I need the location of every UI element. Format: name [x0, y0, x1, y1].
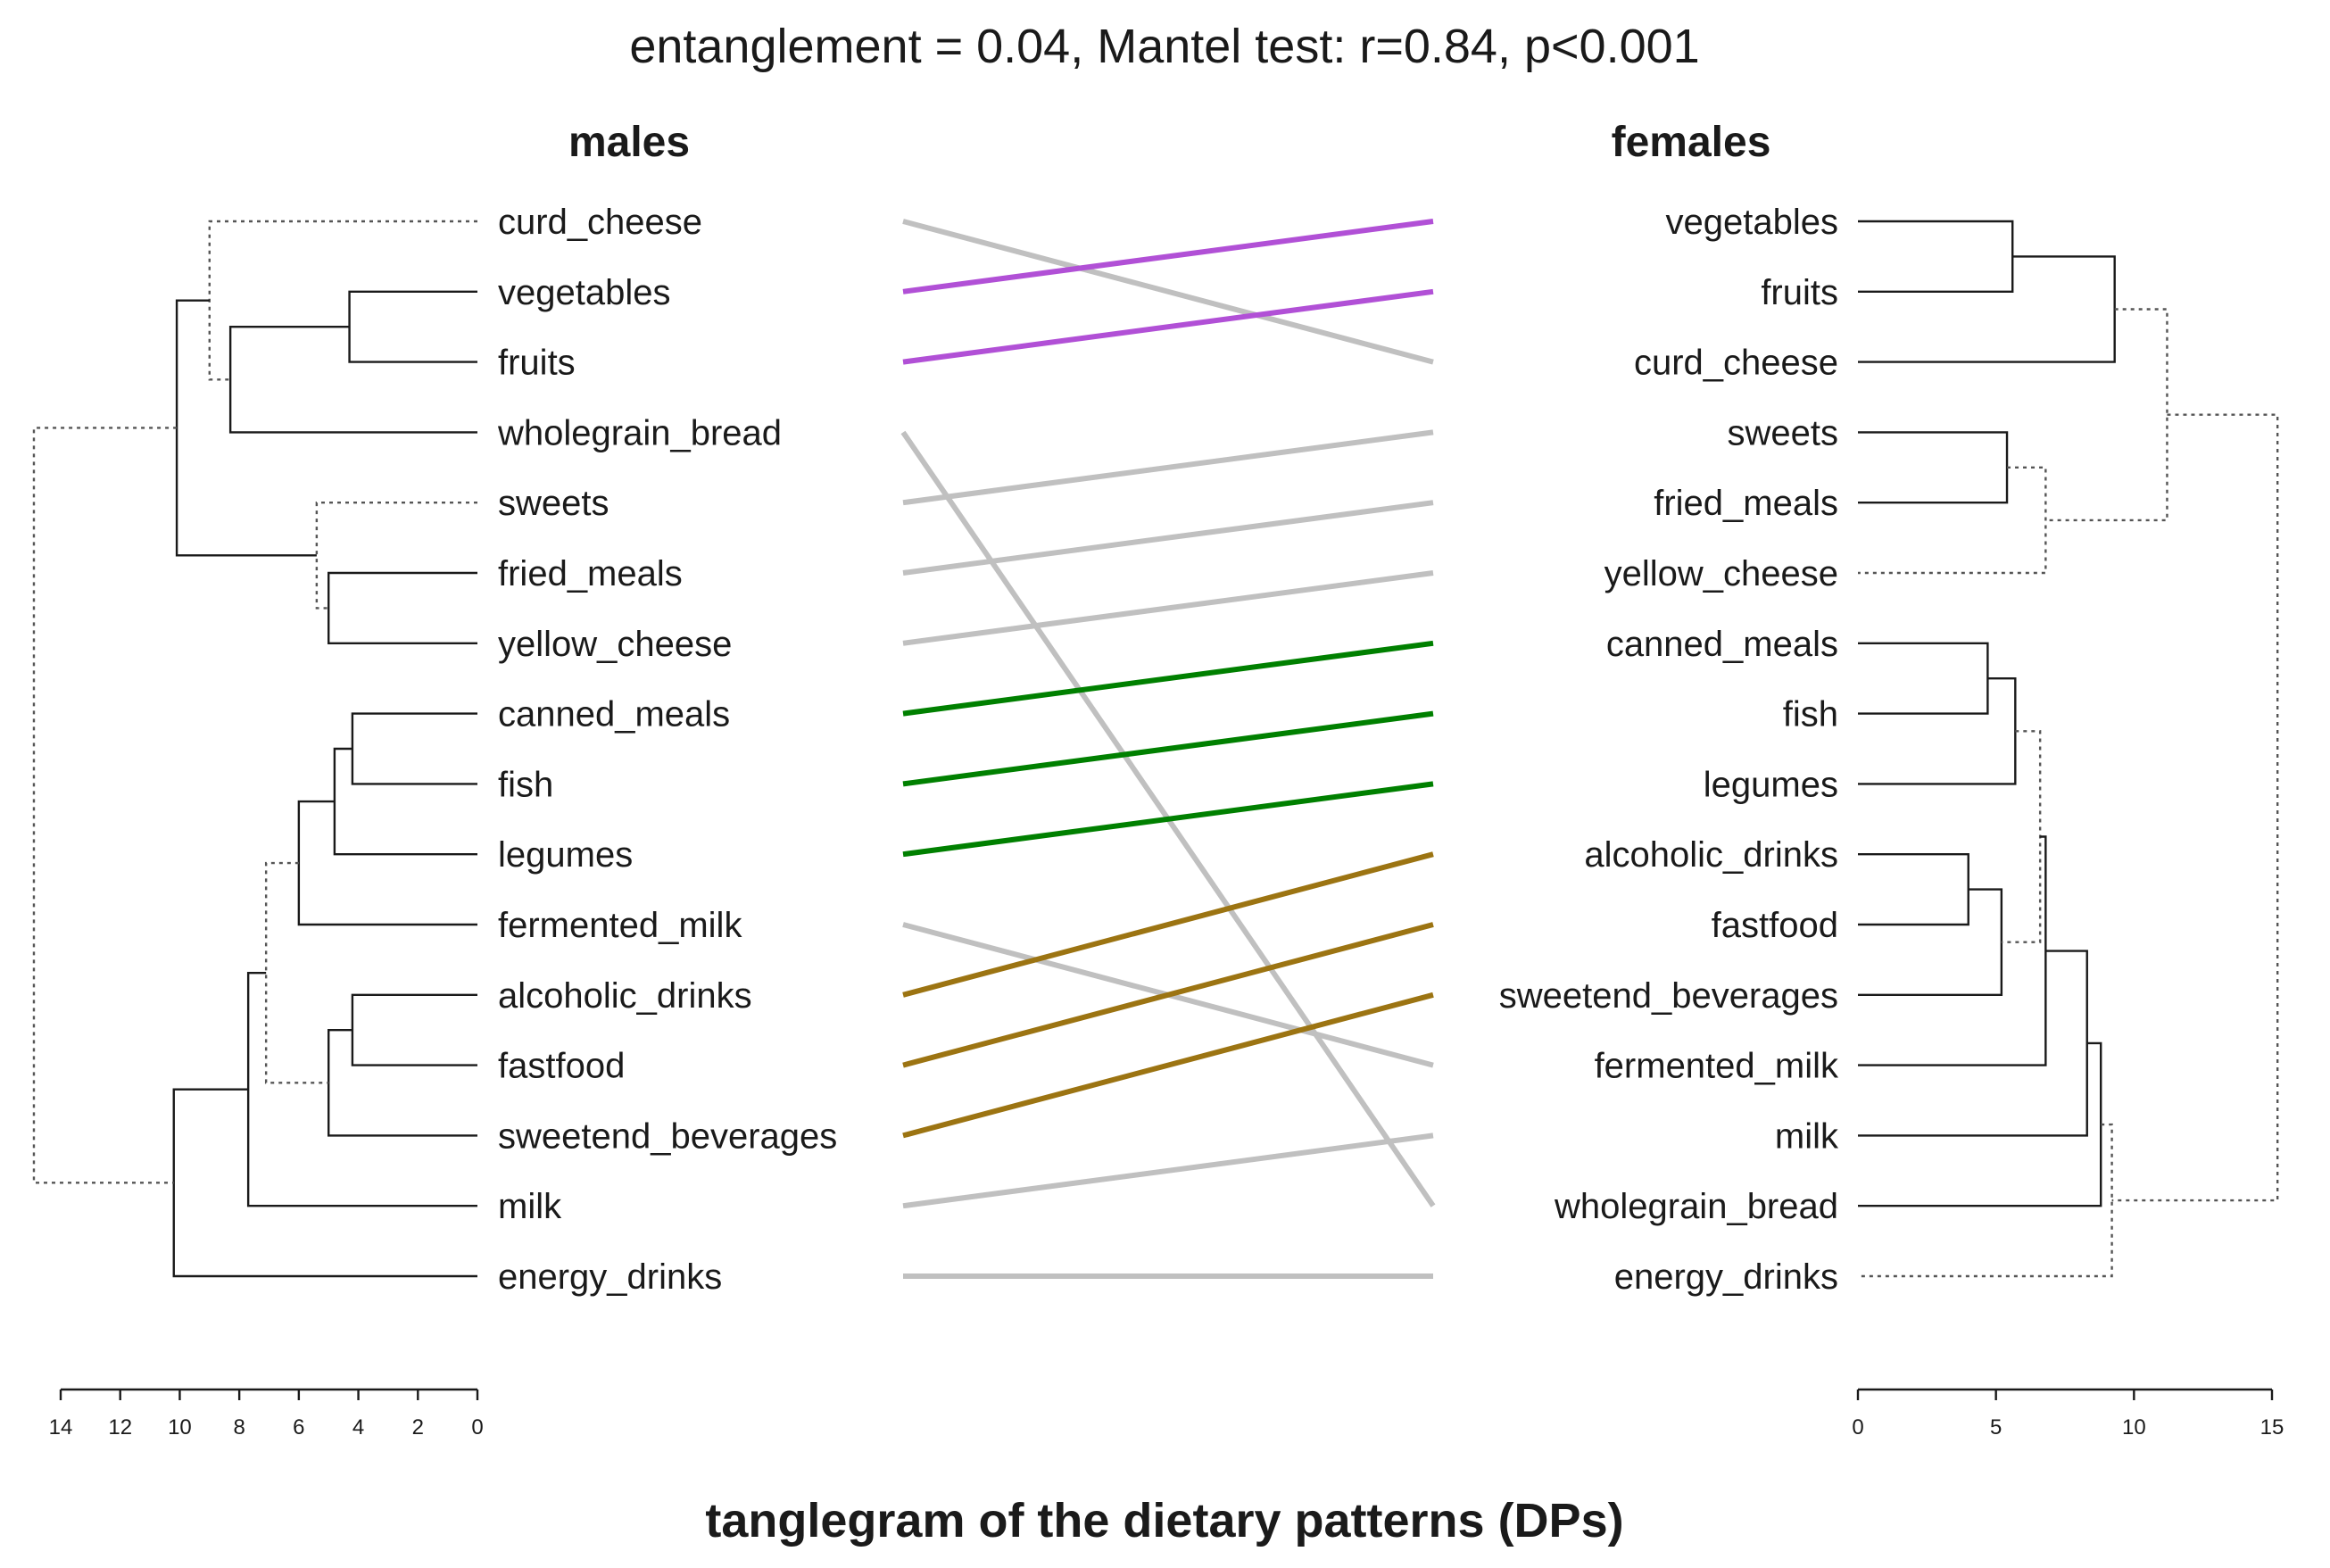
connector-fruits — [902, 288, 1434, 365]
males-leaf-label: wholegrain_bread — [497, 413, 782, 452]
connector-sweetend_beverages — [902, 991, 1434, 1139]
females-branch-f12 — [1858, 950, 2088, 1137]
connector-canned_meals — [902, 640, 1434, 717]
males-leaf-label: fish — [498, 765, 553, 804]
females-leaf-label: yellow_cheese — [1604, 554, 1838, 593]
males-leaf-label: energy_drinks — [498, 1257, 722, 1297]
females-leaf-label: curd_cheese — [1634, 344, 1838, 383]
females-leaf-label: fermented_milk — [1595, 1047, 1839, 1086]
females-leaf-label: fried_meals — [1654, 484, 1838, 523]
females-branch-f6 — [1858, 642, 1989, 715]
males-axis-tick-label: 4 — [352, 1415, 364, 1439]
males-dendrogram — [32, 220, 477, 1278]
females-branch-f1 — [1858, 220, 2014, 293]
females-branch-f4 — [1858, 466, 2047, 575]
males-leaf-label: fried_meals — [498, 554, 683, 593]
males-height-axis: 14 12 10 8 6 4 2 0 — [49, 1388, 484, 1439]
females-branch-f10 — [2001, 730, 2042, 943]
males-leaf-label: canned_meals — [498, 695, 730, 734]
females-leaf-label: fruits — [1761, 273, 1838, 312]
males-branch-m4 — [328, 571, 477, 644]
x-axis-label: tanglegram of the dietary patterns (DPs) — [705, 1494, 1623, 1547]
connector-milk — [902, 1132, 1434, 1209]
males-axis-tick-label: 6 — [293, 1415, 304, 1439]
males-axis-tick-label: 14 — [49, 1415, 73, 1439]
connector-sweets — [902, 429, 1434, 506]
males-branch-m9 — [297, 800, 477, 926]
chart-title: entanglement = 0.04, Mantel test: r=0.84… — [629, 20, 1699, 73]
females-axis-tick-label: 10 — [2122, 1415, 2146, 1439]
females-branch-f13 — [1858, 1041, 2102, 1207]
males-leaf-label: fermented_milk — [498, 906, 742, 945]
females-axis-tick-label: 0 — [1852, 1415, 1863, 1439]
males-branch-m14 — [172, 1088, 477, 1278]
females-leaf-label: sweets — [1728, 413, 1839, 452]
females-leaf-label: sweetend_beverages — [1499, 976, 1838, 1016]
females-leaf-label: wholegrain_bread — [1554, 1187, 1838, 1226]
males-branch-m10 — [351, 993, 477, 1066]
males-branch-m13 — [246, 971, 477, 1207]
females-leaf-label: alcoholic_drinks — [1584, 835, 1838, 875]
males-leaf-label: fastfood — [498, 1047, 625, 1086]
females-leaf-label: vegetables — [1666, 203, 1838, 242]
connector-fastfood — [902, 922, 1434, 1068]
males-axis-tick-label: 0 — [471, 1415, 483, 1439]
males-leaf-label: vegetables — [498, 273, 670, 312]
males-axis-tick-label: 12 — [108, 1415, 132, 1439]
males-leaf-label: curd_cheese — [498, 203, 702, 242]
males-leaf-label: legumes — [498, 835, 633, 875]
females-dendrogram-title: females — [1612, 119, 1771, 166]
males-leaf-label: milk — [498, 1187, 562, 1226]
males-branch-m1 — [348, 290, 477, 363]
females-leaf-label: canned_meals — [1606, 625, 1838, 664]
males-leaf-labels: curd_cheese vegetables fruits wholegrain_br… — [497, 203, 837, 1297]
males-leaf-label: fruits — [498, 344, 576, 383]
females-leaf-label: legumes — [1704, 765, 1838, 804]
females-branch-f7 — [1858, 677, 2017, 785]
connector-alcoholic_drinks — [902, 851, 1434, 998]
males-branch-m5 — [315, 502, 477, 610]
males-leaf-label: yellow_cheese — [498, 625, 732, 664]
males-leaf-label: alcoholic_drinks — [498, 976, 752, 1016]
females-branch-f8 — [1858, 853, 1969, 926]
females-axis-tick-label: 15 — [2260, 1415, 2284, 1439]
males-axis-tick-label: 10 — [168, 1415, 192, 1439]
females-leaf-label: milk — [1775, 1116, 1839, 1156]
females-branch-f14 — [1858, 1123, 2113, 1278]
males-branch-m7 — [351, 712, 477, 785]
connector-fish — [902, 710, 1434, 787]
connector-curd_cheese — [902, 219, 1434, 365]
connector-vegetables — [902, 219, 1434, 295]
males-branch-m8 — [333, 747, 477, 856]
females-branch-f11 — [1858, 835, 2047, 1066]
males-branch-m6 — [175, 299, 317, 557]
connector-fried_meals — [902, 500, 1434, 576]
males-dendrogram-title: males — [568, 119, 690, 166]
males-leaf-label: sweets — [498, 484, 609, 523]
tanglegram-connectors — [900, 219, 1436, 1279]
males-axis-tick-label: 2 — [412, 1415, 424, 1439]
males-leaf-label: sweetend_beverages — [498, 1116, 837, 1156]
males-branch-m3 — [208, 220, 477, 381]
males-branch-m15 — [32, 427, 178, 1184]
females-axis-tick-label: 5 — [1990, 1415, 2002, 1439]
females-branch-f15 — [2111, 413, 2279, 1202]
connector-legumes — [902, 781, 1434, 858]
connector-yellow_cheese — [902, 570, 1434, 646]
females-height-axis: 0 5 10 15 — [1852, 1388, 2284, 1439]
females-branch-f2 — [1858, 255, 2116, 363]
females-branch-f9 — [1858, 888, 2003, 996]
females-leaf-label: fish — [1783, 695, 1838, 734]
females-leaf-label: fastfood — [1712, 906, 1838, 945]
males-branch-m12 — [264, 861, 329, 1084]
females-branch-f3 — [1858, 431, 2009, 504]
females-leaf-label: energy_drinks — [1614, 1257, 1838, 1297]
males-axis-tick-label: 8 — [233, 1415, 245, 1439]
females-dendrogram — [1858, 220, 2279, 1278]
males-branch-m11 — [328, 1029, 477, 1137]
females-branch-f5 — [2045, 308, 2168, 522]
males-branch-m2 — [228, 326, 477, 434]
